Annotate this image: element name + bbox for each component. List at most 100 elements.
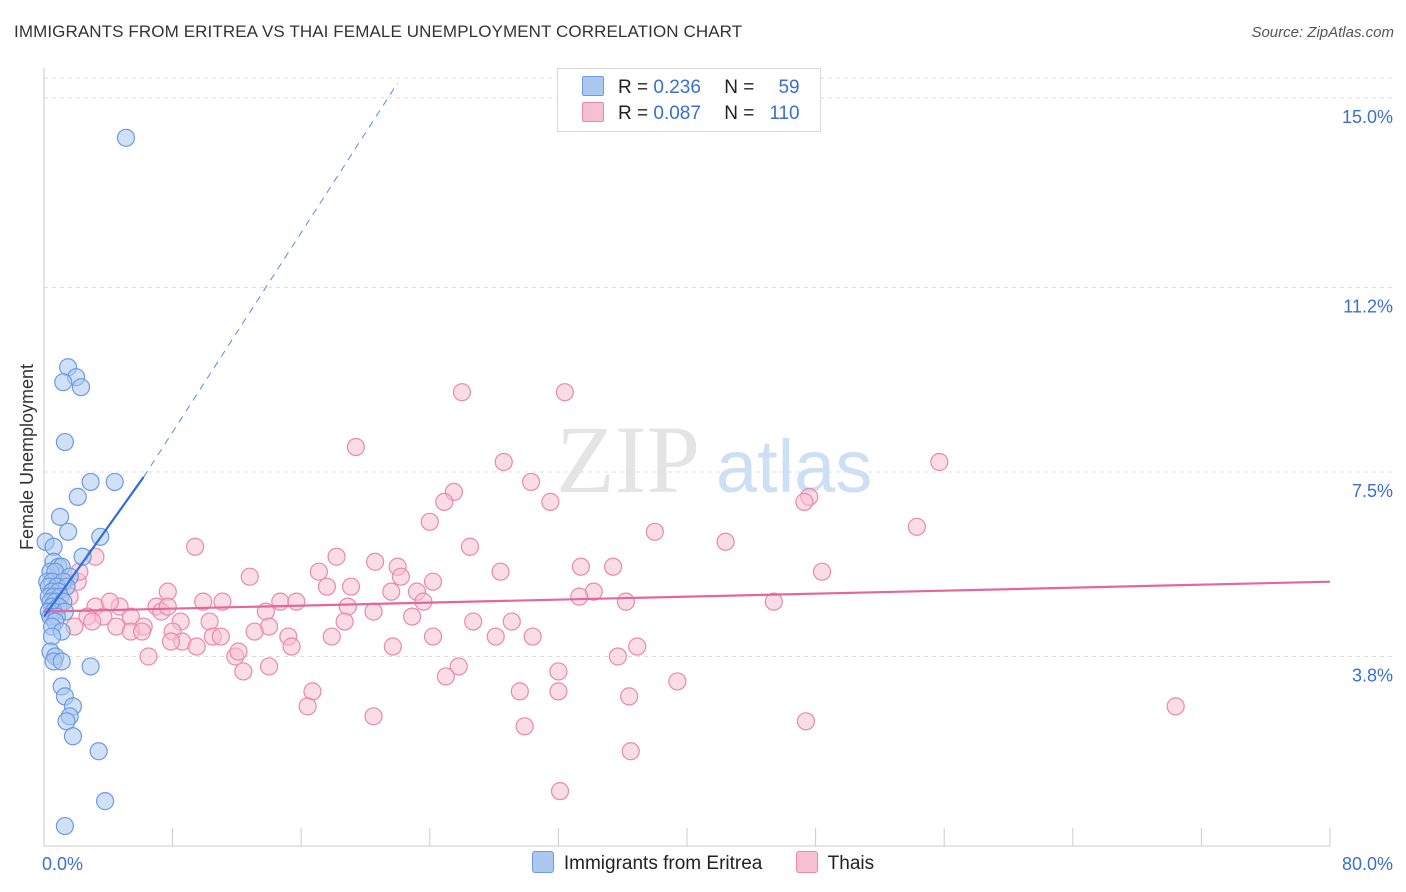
thais-point [234, 662, 253, 681]
thais-point [282, 637, 301, 656]
thais-point [608, 647, 627, 666]
thais-point [907, 517, 926, 536]
x-tick-label: 80.0% [1342, 854, 1393, 874]
eritrea-point [81, 657, 100, 676]
thais-point [423, 572, 443, 591]
thais-point [271, 592, 290, 611]
legend-n-value: 110 [769, 103, 800, 124]
thais-point [491, 562, 510, 581]
thais-point [317, 577, 337, 596]
y-tick-label: 15.0% [1342, 107, 1393, 127]
thais-point [812, 562, 832, 581]
thais-point [668, 672, 687, 691]
y-tick-label: 11.2% [1343, 296, 1393, 316]
thais-point [158, 597, 177, 616]
thais-point [621, 742, 640, 761]
thais-point [452, 383, 472, 402]
thais-point [245, 622, 264, 641]
thais-point [194, 592, 213, 611]
thais-point [628, 637, 647, 656]
eritrea-point [105, 472, 124, 492]
thais-point [403, 607, 422, 626]
eritrea-point [54, 373, 73, 392]
thais-point [571, 557, 591, 576]
legend-swatch-pink [582, 102, 604, 122]
thais-point [309, 562, 328, 581]
eritrea-point [42, 627, 62, 646]
thais-point [382, 582, 401, 601]
thais-point [549, 662, 568, 681]
thais-point [423, 627, 443, 646]
thais-point [327, 547, 346, 566]
thais-point [616, 592, 636, 611]
eritrea-point [89, 742, 108, 761]
thais-point [521, 472, 541, 492]
thais-point [502, 612, 521, 631]
legend-r-label: R = [618, 103, 649, 124]
thais-point [436, 667, 455, 686]
thais-point [338, 597, 357, 616]
thais-point [366, 552, 385, 571]
eritrea-point [73, 547, 92, 566]
thais-point [335, 612, 354, 631]
eritrea-point [57, 712, 76, 731]
legend-swatch-blue [582, 76, 604, 96]
thais-point [796, 712, 816, 731]
thais-point [570, 587, 589, 606]
series-legend: Immigrants from Eritrea Thais [0, 851, 1406, 875]
thais-point [515, 717, 534, 736]
thais-point [161, 632, 181, 651]
y-tick-label: 3.8% [1352, 665, 1393, 685]
thais-point [541, 492, 560, 511]
thais-point [603, 557, 623, 576]
thais-point [364, 707, 383, 726]
thais-point [435, 492, 454, 511]
thais-point [464, 612, 483, 631]
legend-r-label: R = [618, 77, 649, 98]
thais-point [391, 567, 410, 586]
eritrea-point [63, 727, 83, 746]
thais-point [1166, 697, 1185, 716]
watermark-zip: ZIP [556, 406, 700, 513]
eritrea-point [50, 507, 70, 526]
thais-point [200, 612, 219, 631]
legend-swatch-blue [531, 851, 554, 873]
eritrea-point [52, 652, 71, 671]
thais-point [287, 592, 306, 611]
thais-point [550, 782, 570, 801]
thais-point [549, 682, 568, 701]
legend-label-eritrea: Immigrants from Eritrea [563, 853, 763, 874]
thais-point [795, 492, 814, 511]
thais-point [494, 452, 513, 472]
legend-item-eritrea: Immigrants from Eritrea [531, 851, 763, 875]
stats-legend: R = 0.236 N = 59 R = 0.087 N = 110 [557, 68, 821, 132]
source-credit: Source: ZipAtlas.com [1251, 24, 1394, 41]
thais-point [555, 383, 574, 402]
thais-point [346, 437, 365, 457]
eritrea-point [81, 472, 100, 492]
thais-point [523, 627, 542, 646]
thais-point [764, 592, 783, 611]
eritrea-trend-line-extended [143, 82, 399, 478]
eritrea-trend-line [43, 476, 145, 618]
eritrea-point [55, 432, 74, 452]
thais-point [229, 642, 248, 661]
thais-point [298, 697, 317, 716]
thais-point [364, 602, 383, 621]
eritrea-point [95, 792, 115, 811]
eritrea-point [116, 128, 136, 147]
y-axis-label: Female Unemployment [17, 364, 37, 550]
thais-point [930, 452, 949, 472]
thais-point [211, 627, 230, 646]
thais-point [510, 682, 529, 701]
legend-n-label: N = [724, 77, 755, 98]
thais-point [132, 622, 152, 641]
eritrea-point [68, 487, 87, 506]
thais-point [716, 532, 735, 551]
thais-point [341, 577, 361, 596]
thais-point [186, 537, 205, 556]
legend-row-eritrea: R = 0.236 N = 59 [582, 76, 800, 100]
thais-point [620, 687, 639, 706]
thais-point [449, 657, 468, 676]
